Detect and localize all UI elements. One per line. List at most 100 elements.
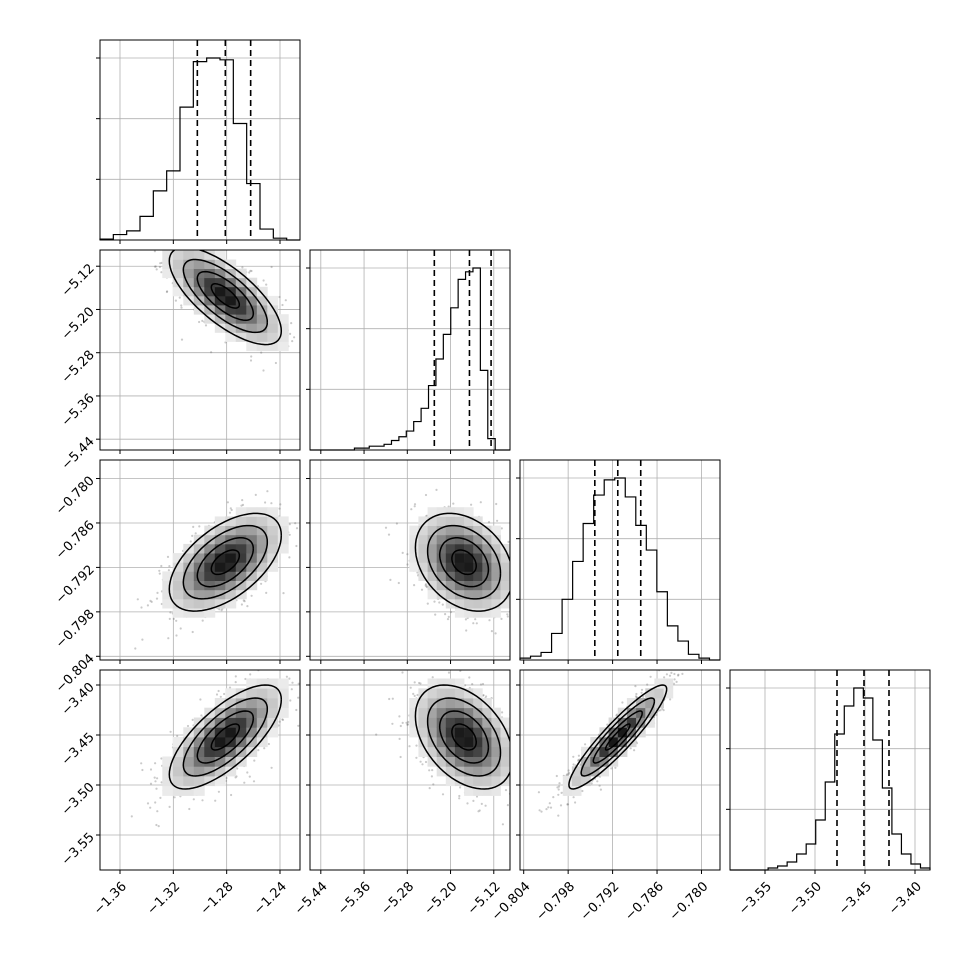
scatter-point (426, 602, 429, 605)
scatter-point (471, 683, 474, 686)
density-cell (256, 314, 268, 324)
scatter-point (241, 499, 244, 502)
density-cell (436, 534, 447, 545)
density-cell (256, 516, 268, 526)
scatter-point (149, 782, 153, 785)
density-cell (204, 756, 216, 767)
density-cell (214, 534, 226, 545)
density-cell (509, 580, 510, 591)
density-cell (436, 507, 447, 517)
scatter-point (192, 525, 195, 529)
density-cell (183, 277, 195, 288)
scatter-point (198, 320, 201, 324)
density-cell (464, 525, 474, 536)
scatter-point (243, 600, 246, 603)
scatter-point (160, 271, 163, 274)
scatter-point (220, 609, 223, 612)
density-cell (509, 571, 510, 581)
scatter-point (401, 551, 404, 555)
density-cell (267, 717, 279, 728)
scatter-point (253, 759, 256, 762)
scatter-point (234, 776, 237, 779)
scatter-point (180, 306, 183, 309)
density-cell (204, 534, 216, 545)
density-cell (193, 580, 205, 591)
density-cell (445, 543, 456, 554)
scatter-point (248, 775, 251, 778)
panel-content (134, 490, 299, 650)
scatter-point (219, 695, 222, 698)
density-cell (214, 746, 226, 757)
scatter-point (479, 501, 482, 504)
scatter-point (179, 627, 182, 630)
density-cell (246, 332, 258, 342)
density-cell (193, 598, 205, 609)
scatter-point (464, 684, 467, 687)
scatter-point (425, 514, 429, 517)
y-tick-label: −5.44 (59, 434, 98, 473)
density-cell (235, 507, 247, 517)
density-cell (445, 580, 456, 591)
panel-3-0: −3.55−3.50−3.45−3.40−1.36 −1.32 −1.28 −1.24 (59, 669, 301, 918)
scatter-point (191, 534, 194, 538)
scatter-point (441, 603, 444, 606)
scatter-point (156, 777, 159, 780)
panel-2-1 (306, 459, 539, 664)
density-cell (214, 756, 226, 767)
scatter-point (249, 673, 252, 676)
density-cell (464, 562, 474, 572)
scatter-point (295, 544, 298, 548)
contour-line (182, 697, 269, 777)
scatter-point (449, 611, 453, 614)
scatter-point (193, 245, 195, 247)
scatter-point (155, 597, 159, 600)
scatter-point (157, 825, 160, 828)
scatter-point (189, 248, 191, 250)
density-cell (277, 707, 289, 718)
scatter-point (274, 361, 277, 365)
scatter-point (278, 507, 281, 510)
density-cell (445, 571, 456, 581)
density-cell (246, 534, 258, 545)
density-cell (473, 534, 483, 545)
axes-frame (309, 249, 511, 451)
density-cell (172, 608, 184, 618)
density-cell (427, 534, 438, 545)
density-cell (277, 314, 289, 324)
density-cell (172, 250, 184, 251)
density-cell (482, 534, 492, 545)
density-cell (162, 250, 174, 260)
density-cell (454, 562, 465, 572)
scatter-point (178, 236, 180, 238)
scatter-point (511, 551, 513, 553)
scatter-point (155, 823, 158, 827)
y-tick-label: −3.45 (59, 730, 98, 769)
density-cell (473, 543, 483, 554)
scatter-point (146, 802, 150, 805)
density-cell (267, 332, 279, 342)
scatter-point (537, 579, 539, 581)
density-cell (427, 580, 438, 591)
density-cell (193, 589, 205, 600)
density-cell (427, 571, 438, 581)
density-cell (214, 268, 226, 279)
scatter-point (464, 618, 467, 621)
scatter-point (192, 798, 195, 801)
scatter-point (514, 586, 516, 588)
density-cell (193, 785, 205, 796)
scatter-point (179, 246, 181, 248)
scatter-point (278, 720, 281, 723)
density-cell (204, 598, 216, 609)
scatter-point (496, 519, 499, 522)
scatter-point (230, 508, 233, 512)
scatter-point (167, 637, 170, 640)
density-cell (235, 688, 247, 699)
density-cell (473, 525, 483, 536)
scatter-point (511, 532, 513, 534)
density-cell (454, 534, 465, 545)
density-cell (418, 525, 428, 536)
density-cell (418, 562, 428, 572)
density-cell (256, 305, 268, 315)
density-cell (246, 678, 258, 689)
scatter-point (153, 265, 157, 268)
